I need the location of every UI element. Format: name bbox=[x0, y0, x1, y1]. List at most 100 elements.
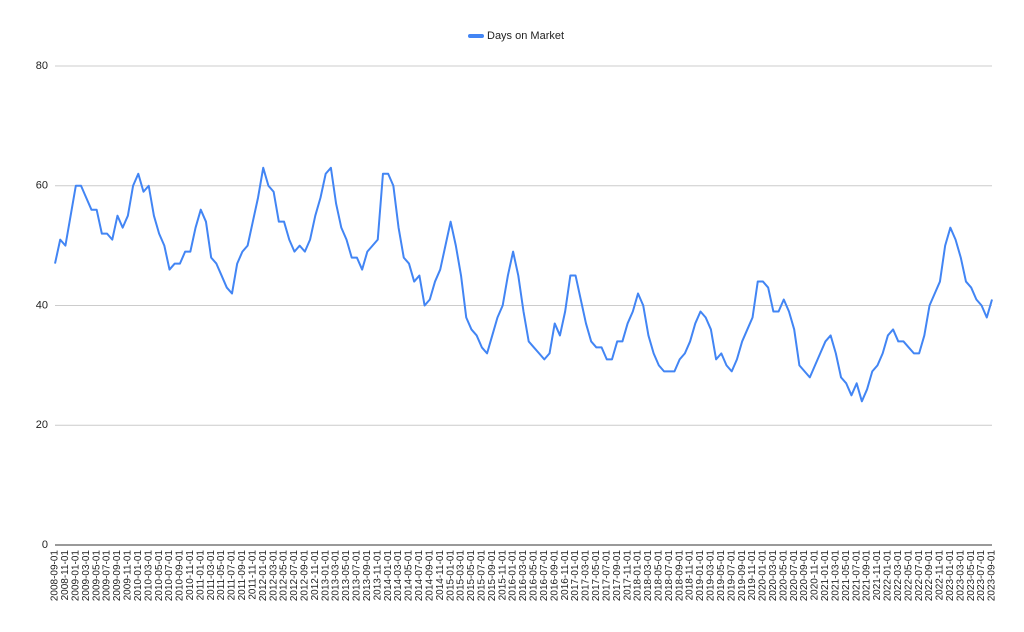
x-tick-label: 2015-09-01 bbox=[487, 550, 498, 602]
x-tick-label: 2014-07-01 bbox=[414, 550, 425, 602]
x-tick-label: 2017-09-01 bbox=[612, 550, 623, 602]
x-tick-label: 2020-01-01 bbox=[758, 550, 769, 602]
x-tick-label: 2010-03-01 bbox=[143, 550, 154, 602]
x-tick-label: 2012-11-01 bbox=[310, 550, 321, 601]
x-tick-label: 2015-11-01 bbox=[497, 550, 508, 601]
x-tick-label: 2010-01-01 bbox=[133, 550, 144, 602]
x-tick-label: 2011-11-01 bbox=[247, 550, 258, 600]
x-tick-label: 2010-07-01 bbox=[164, 550, 175, 602]
x-tick-label: 2022-05-01 bbox=[903, 550, 914, 602]
x-tick-label: 2010-05-01 bbox=[154, 550, 165, 602]
legend-label: Days on Market bbox=[487, 30, 564, 42]
x-tick-label: 2012-05-01 bbox=[279, 550, 290, 602]
x-tick-label: 2008-11-01 bbox=[60, 550, 71, 601]
x-tick-label: 2016-01-01 bbox=[508, 550, 519, 602]
x-tick-label: 2010-11-01 bbox=[185, 550, 196, 601]
x-tick-label: 2019-07-01 bbox=[726, 550, 737, 602]
x-tick-label: 2018-05-01 bbox=[653, 550, 664, 602]
x-tick-label: 2023-09-01 bbox=[987, 550, 998, 602]
x-tick-label: 2021-01-01 bbox=[820, 550, 831, 602]
x-tick-label: 2019-01-01 bbox=[695, 550, 706, 602]
x-tick-label: 2008-09-01 bbox=[50, 550, 61, 602]
x-tick-label: 2020-05-01 bbox=[778, 550, 789, 602]
x-tick-label: 2011-03-01 bbox=[206, 550, 217, 601]
x-tick-label: 2011-07-01 bbox=[227, 550, 238, 601]
x-tick-label: 2018-07-01 bbox=[664, 550, 675, 602]
y-tick-label: 60 bbox=[36, 180, 48, 192]
y-tick-label: 0 bbox=[42, 539, 48, 551]
x-tick-label: 2013-09-01 bbox=[362, 550, 373, 602]
x-tick-label: 2016-03-01 bbox=[518, 550, 529, 602]
x-tick-label: 2018-11-01 bbox=[685, 550, 696, 601]
x-tick-label: 2011-01-01 bbox=[195, 550, 206, 601]
x-tick-label: 2022-09-01 bbox=[924, 550, 935, 602]
x-tick-label: 2022-07-01 bbox=[914, 550, 925, 602]
x-tick-label: 2019-09-01 bbox=[737, 550, 748, 602]
x-tick-label: 2014-05-01 bbox=[404, 550, 415, 602]
x-tick-label: 2013-03-01 bbox=[331, 550, 342, 602]
x-tick-label: 2021-07-01 bbox=[851, 550, 862, 602]
y-tick-label: 40 bbox=[36, 299, 48, 311]
x-tick-label: 2019-05-01 bbox=[716, 550, 727, 602]
x-tick-label: 2013-05-01 bbox=[341, 550, 352, 602]
x-tick-label: 2017-11-01 bbox=[622, 550, 633, 601]
x-tick-label: 2014-09-01 bbox=[424, 550, 435, 602]
x-tick-label: 2020-11-01 bbox=[810, 550, 821, 601]
x-tick-label: 2012-07-01 bbox=[289, 550, 300, 602]
x-tick-label: 2009-01-01 bbox=[70, 550, 81, 602]
x-tick-label: 2021-03-01 bbox=[830, 550, 841, 602]
x-tick-label: 2011-05-01 bbox=[216, 550, 227, 601]
x-tick-label: 2020-09-01 bbox=[799, 550, 810, 602]
x-tick-label: 2015-05-01 bbox=[466, 550, 477, 602]
x-tick-label: 2018-03-01 bbox=[643, 550, 654, 602]
x-tick-label: 2017-05-01 bbox=[591, 550, 602, 602]
x-tick-label: 2013-01-01 bbox=[320, 550, 331, 602]
x-tick-label: 2013-11-01 bbox=[372, 550, 383, 601]
x-tick-label: 2012-09-01 bbox=[300, 550, 311, 602]
x-tick-label: 2011-09-01 bbox=[237, 550, 248, 601]
y-tick-label: 20 bbox=[36, 419, 48, 431]
x-tick-label: 2022-11-01 bbox=[935, 550, 946, 601]
x-tick-label: 2017-07-01 bbox=[601, 550, 612, 602]
x-tick-label: 2022-01-01 bbox=[883, 550, 894, 602]
x-tick-label: 2015-03-01 bbox=[456, 550, 467, 602]
x-tick-label: 2010-09-01 bbox=[175, 550, 186, 602]
x-tick-label: 2021-05-01 bbox=[841, 550, 852, 602]
x-tick-label: 2019-11-01 bbox=[747, 550, 758, 601]
data-line bbox=[54, 166, 993, 403]
x-tick-label: 2014-11-01 bbox=[435, 550, 446, 601]
x-tick-label: 2009-11-01 bbox=[123, 550, 134, 601]
x-tick-label: 2016-11-01 bbox=[560, 550, 571, 601]
x-tick-label: 2023-03-01 bbox=[955, 550, 966, 602]
x-tick-label: 2020-07-01 bbox=[789, 550, 800, 602]
x-tick-label: 2019-03-01 bbox=[706, 550, 717, 602]
x-tick-label: 2023-05-01 bbox=[966, 550, 977, 602]
x-tick-label: 2009-05-01 bbox=[91, 550, 102, 602]
x-tick-label: 2009-09-01 bbox=[112, 550, 123, 602]
x-tick-label: 2018-09-01 bbox=[674, 550, 685, 602]
x-tick-label: 2013-07-01 bbox=[352, 550, 363, 602]
x-tick-label: 2017-03-01 bbox=[581, 550, 592, 602]
x-tick-label: 2021-09-01 bbox=[862, 550, 873, 602]
x-tick-label: 2017-01-01 bbox=[570, 550, 581, 602]
x-tick-label: 2014-01-01 bbox=[383, 550, 394, 602]
x-tick-label: 2012-03-01 bbox=[268, 550, 279, 602]
x-tick-label: 2016-07-01 bbox=[539, 550, 550, 602]
x-tick-label: 2009-03-01 bbox=[81, 550, 92, 602]
x-tick-label: 2015-01-01 bbox=[445, 550, 456, 602]
x-tick-label: 2018-01-01 bbox=[633, 550, 644, 602]
x-tick-label: 2014-03-01 bbox=[393, 550, 404, 602]
x-tick-label: 2016-05-01 bbox=[529, 550, 540, 602]
x-tick-label: 2009-07-01 bbox=[102, 550, 113, 602]
x-tick-label: 2020-03-01 bbox=[768, 550, 779, 602]
x-tick-label: 2021-11-01 bbox=[872, 550, 883, 601]
y-tick-label: 80 bbox=[36, 60, 48, 72]
x-tick-label: 2015-07-01 bbox=[476, 550, 487, 602]
x-tick-label: 2023-07-01 bbox=[976, 550, 987, 602]
x-tick-label: 2016-09-01 bbox=[549, 550, 560, 602]
x-tick-label: 2023-01-01 bbox=[945, 550, 956, 602]
x-tick-label: 2012-01-01 bbox=[258, 550, 269, 602]
x-tick-label: 2022-03-01 bbox=[893, 550, 904, 602]
